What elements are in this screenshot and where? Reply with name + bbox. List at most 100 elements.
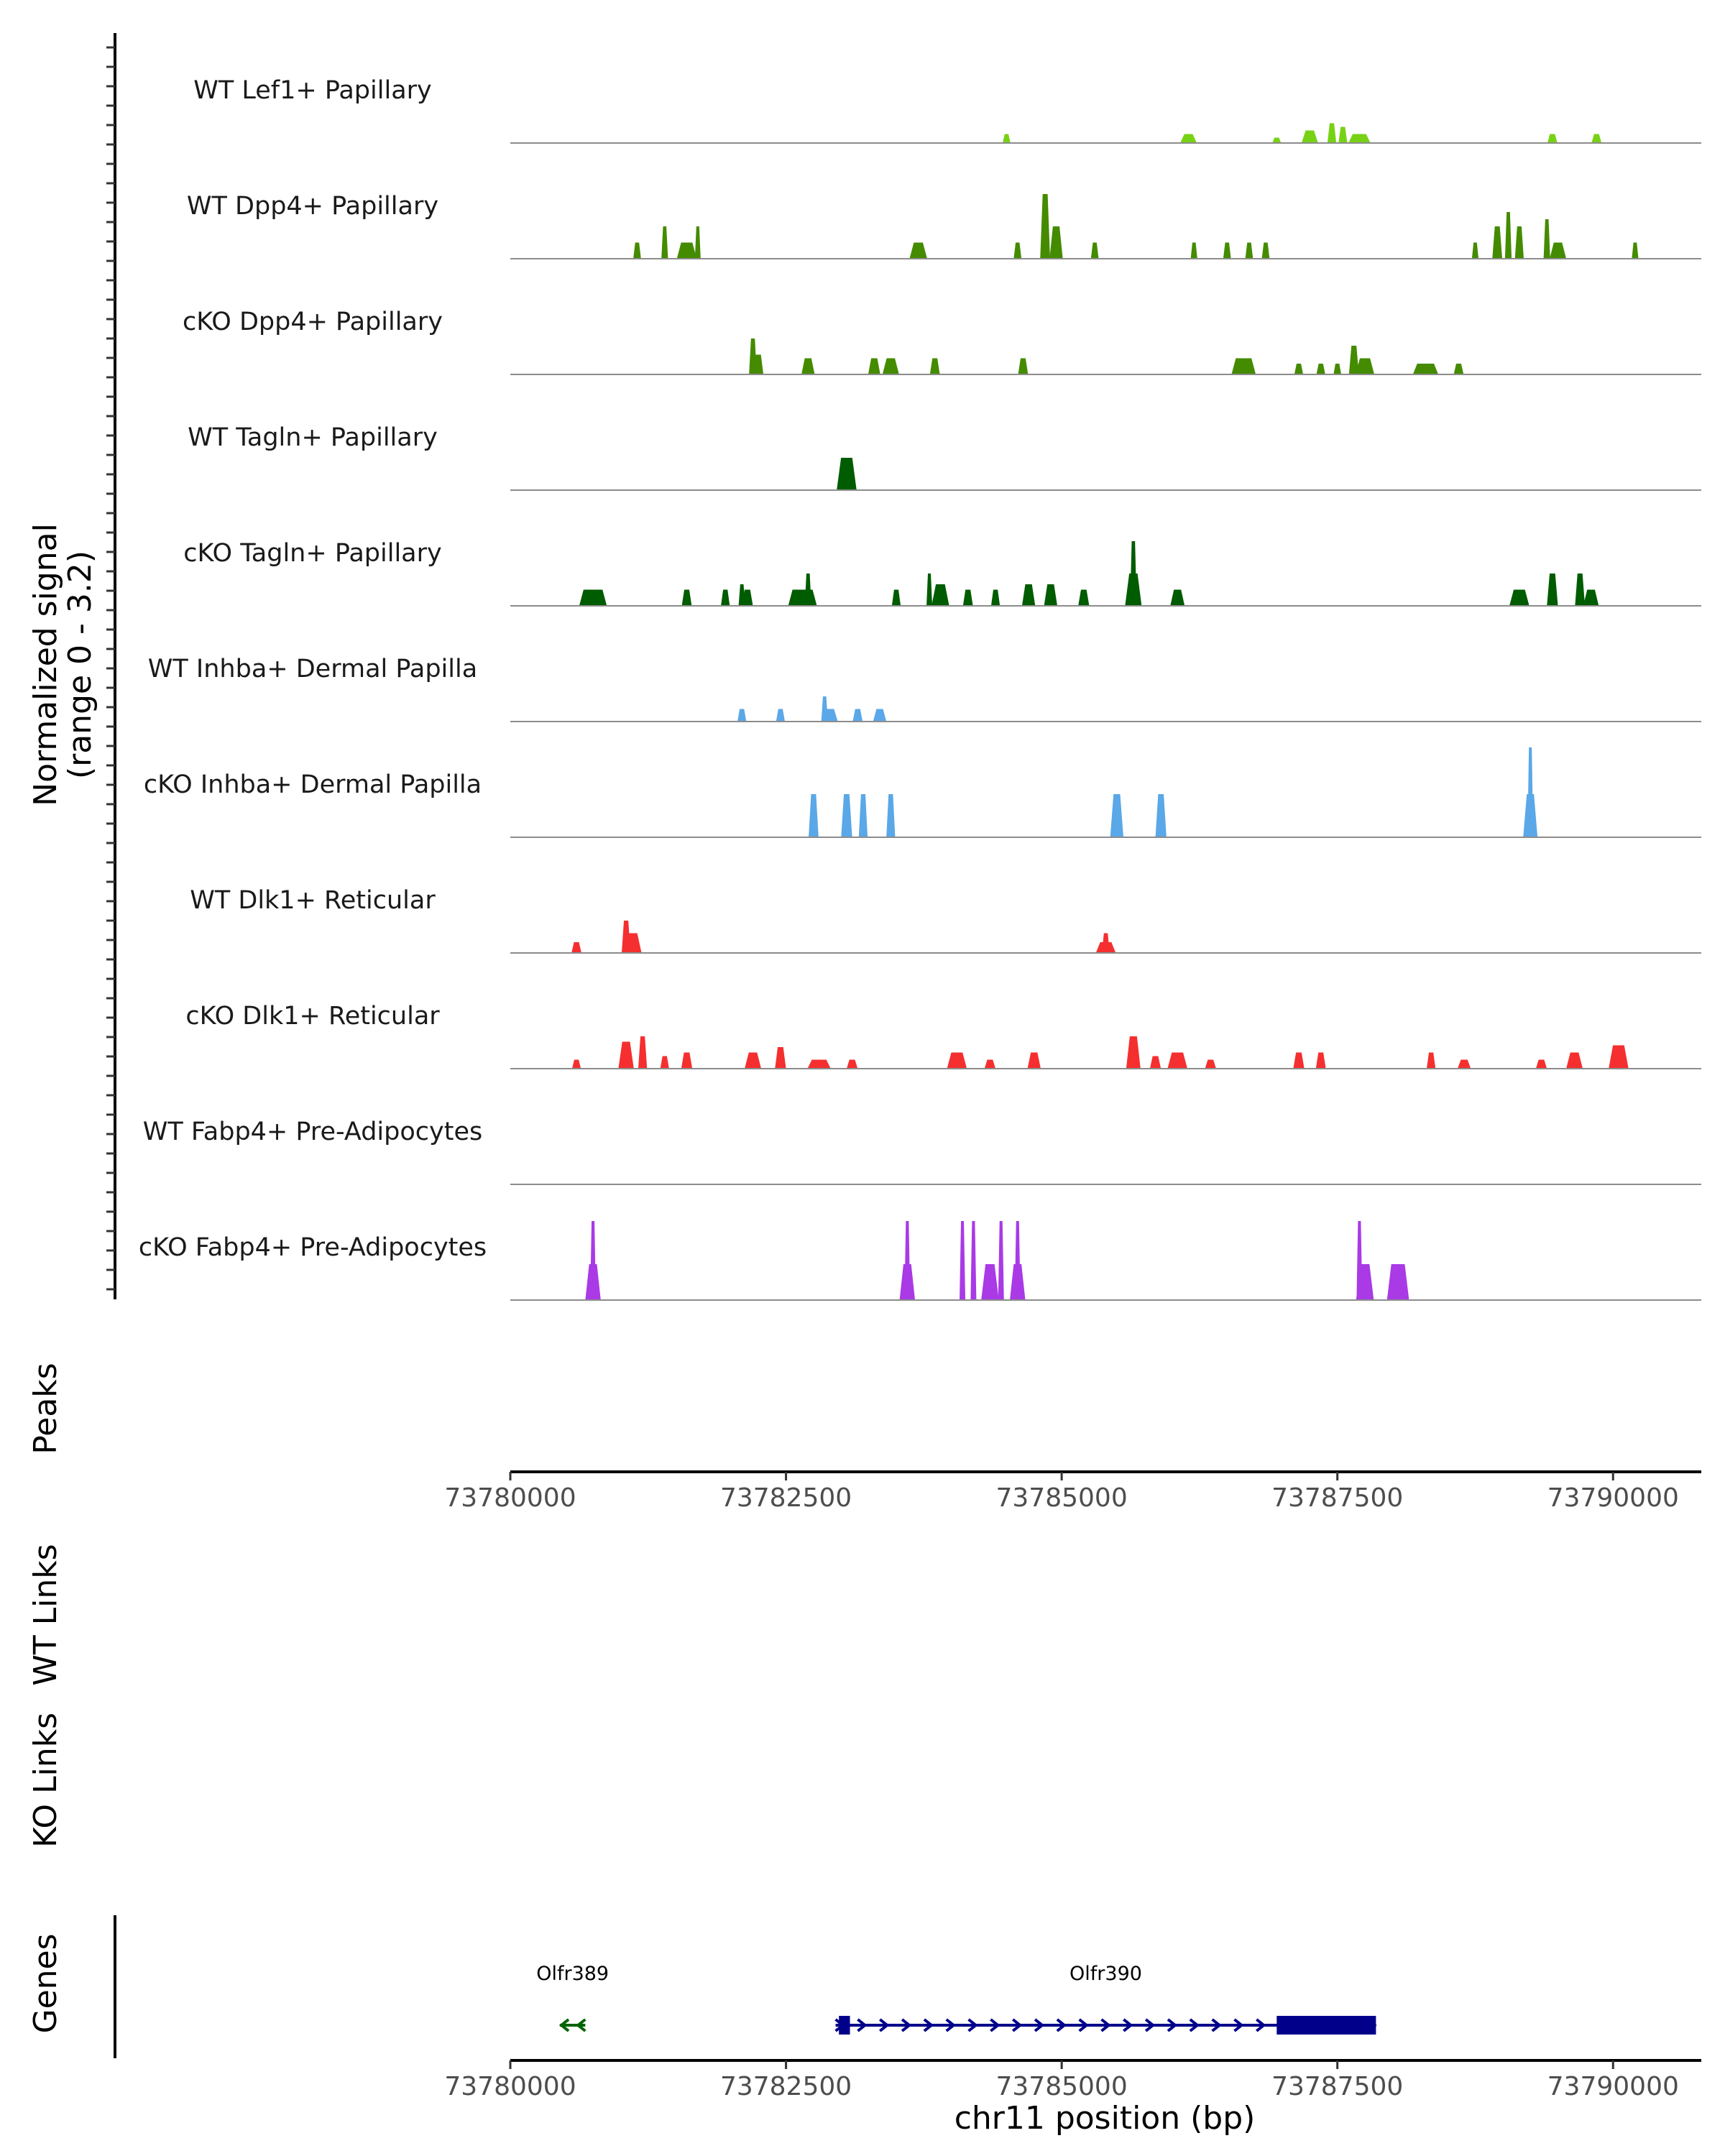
coverage-peak — [694, 226, 701, 259]
track-9: cKO Dlk1+ Reticular — [185, 1002, 1701, 1069]
coverage-peak — [809, 794, 819, 837]
coverage-peak — [970, 1221, 977, 1300]
coverage-peak — [1315, 1052, 1326, 1069]
track-label: cKO Dpp4+ Papillary — [183, 308, 443, 336]
coverage-peak — [1348, 134, 1371, 143]
coverage-peak — [633, 242, 641, 259]
coverage-peak — [1509, 589, 1530, 606]
coverage-peak — [841, 794, 852, 837]
coverage-peak — [1386, 1264, 1409, 1300]
coverage-peak — [1245, 242, 1254, 259]
track-label: WT Lef1+ Papillary — [193, 76, 432, 105]
x-tick-label: 73782500 — [720, 2072, 852, 2101]
coverage-peak — [1190, 242, 1197, 259]
coverage-peak — [932, 584, 949, 606]
coverage-peak — [579, 589, 607, 606]
coverage-peak — [621, 933, 642, 953]
coverage-peak — [852, 709, 863, 722]
strand-chevron — [1277, 2018, 1289, 2032]
track-label: WT Inhba+ Dermal Papilla — [148, 655, 477, 683]
strand-chevron — [990, 2018, 1000, 2032]
track-label: WT Dlk1+ Reticular — [190, 886, 436, 915]
coverage-peak — [1547, 134, 1558, 143]
ko-links-section-label: KO Links — [27, 1713, 64, 1848]
peaks-section-label: Peaks — [27, 1363, 64, 1454]
coverage-peak — [960, 1221, 966, 1300]
coverage-peak — [1471, 242, 1479, 259]
coverage-peak — [1535, 1059, 1547, 1069]
coverage-peak — [1003, 134, 1011, 143]
strand-chevron — [1123, 2018, 1133, 2032]
track-1: WT Lef1+ Papillary — [193, 76, 1701, 144]
track-8: WT Dlk1+ Reticular — [190, 886, 1701, 954]
x-axis-bottom: 73780000 73782500 73785000 73787500 73790000 — [444, 2059, 1701, 2101]
coverage-peak — [801, 358, 815, 374]
x-tick-label: 73787500 — [1271, 1483, 1403, 1513]
coverage-peak — [1167, 1052, 1188, 1069]
coverage-peak — [585, 1264, 601, 1300]
strand-chevron — [857, 2018, 868, 2032]
strand-chevron — [1344, 2018, 1355, 2032]
track-label: WT Dpp4+ Papillary — [187, 192, 438, 221]
coverage-peak — [1231, 358, 1256, 374]
coverage-peak — [837, 458, 857, 490]
coverage-peak — [1356, 1264, 1374, 1300]
coverage-peak — [882, 358, 899, 374]
coverage-peak — [981, 1264, 999, 1300]
coverage-peak — [1543, 219, 1550, 259]
strand-chevron — [1322, 2018, 1333, 2032]
coverage-peak — [1316, 364, 1325, 374]
coverage-peak — [1514, 226, 1524, 259]
coverage-peak — [1044, 584, 1057, 606]
coverage-peak — [660, 1056, 669, 1069]
coverage-peak — [1294, 364, 1304, 374]
strand-chevron — [967, 2018, 978, 2032]
coverage-peak — [846, 1059, 858, 1069]
coverage-peak — [1504, 212, 1512, 259]
coverage-peak — [1223, 242, 1231, 259]
coverage-peak — [1550, 242, 1567, 259]
strand-chevron — [1034, 2018, 1045, 2032]
coverage-peak — [1126, 1036, 1141, 1069]
coverage-peak — [681, 589, 692, 606]
x-tick-label: 73785000 — [996, 1483, 1128, 1513]
track-label: WT Fabp4+ Pre-Adipocytes — [143, 1118, 482, 1146]
strand-chevron — [1167, 2018, 1178, 2032]
coverage-peak — [1609, 1045, 1629, 1069]
coverage-peak — [1566, 1052, 1583, 1069]
strand-chevron — [1189, 2018, 1200, 2032]
coverage-peak — [1333, 364, 1342, 374]
coverage-peak — [571, 942, 581, 953]
strand-chevron — [1144, 2018, 1156, 2032]
gene-exon — [1276, 2016, 1376, 2035]
coverage-peak — [1327, 123, 1337, 143]
coverage-peak — [1547, 573, 1558, 606]
strand-chevron — [1011, 2018, 1023, 2032]
track-5: cKO Tagln+ Papillary — [183, 539, 1701, 607]
strand-chevron — [879, 2018, 890, 2032]
track-7: cKO Inhba+ Dermal Papilla — [144, 747, 1701, 838]
coverage-peak — [661, 226, 668, 259]
track-label: WT Tagln+ Papillary — [188, 423, 438, 452]
strand-chevron — [923, 2018, 934, 2032]
coverage-peak — [947, 1052, 967, 1069]
coverage-peak — [1591, 134, 1602, 143]
coverage-peak — [638, 1036, 648, 1069]
coverage-peak — [742, 589, 753, 606]
coverage-peak — [858, 794, 868, 837]
track-2: WT Dpp4+ Papillary — [187, 192, 1701, 259]
coverage-peak — [721, 589, 730, 606]
coverage-peak — [929, 358, 940, 374]
coverage-peak — [776, 709, 786, 722]
x-tick-label: 73790000 — [1547, 1483, 1679, 1513]
coverage-peak — [868, 358, 880, 374]
track-label: cKO Fabp4+ Pre-Adipocytes — [139, 1233, 487, 1262]
strand-chevron — [1233, 2018, 1244, 2032]
strand-chevron — [558, 2018, 570, 2032]
coverage-peak — [1125, 573, 1142, 606]
track-11: cKO Fabp4+ Pre-Adipocytes — [139, 1221, 1701, 1301]
coverage-peak — [1426, 1052, 1436, 1069]
coverage-peak — [899, 1264, 916, 1300]
x-axis-title: chr11 position (bp) — [954, 2100, 1256, 2137]
x-tick-label: 73790000 — [1547, 2072, 1679, 2101]
